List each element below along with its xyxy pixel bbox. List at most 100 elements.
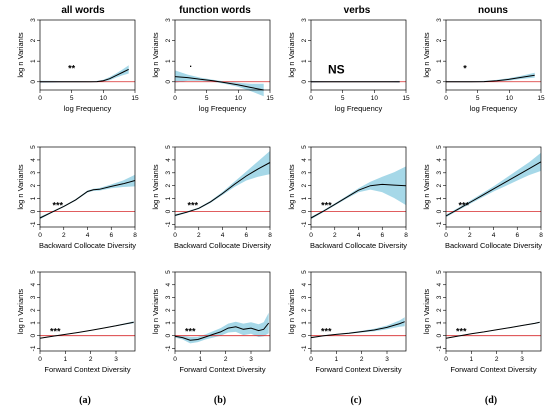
y-axis-label: log n Variants (287, 32, 296, 78)
y-tick-label: 5 (436, 270, 443, 274)
y-axis-label: log n Variants (287, 289, 296, 335)
y-tick-label: 1 (436, 59, 443, 63)
x-tick-label: 2 (360, 356, 364, 363)
y-tick-label: 5 (30, 145, 37, 149)
x-tick-label: 10 (371, 95, 379, 102)
x-tick-label: 8 (404, 232, 408, 239)
significance-marker: * (463, 63, 467, 73)
y-tick-label: 3 (165, 295, 172, 299)
y-axis-label: log n Variants (422, 32, 431, 78)
panel-letter-a: (a) (79, 395, 91, 406)
x-tick-label: 8 (268, 232, 272, 239)
y-tick-label: 1 (436, 196, 443, 200)
x-tick-label: 6 (515, 232, 519, 239)
x-tick-label: 15 (131, 95, 139, 102)
fitted-curve (445, 161, 542, 217)
x-tick-label: 3 (520, 356, 524, 363)
y-tick-label: 2 (301, 38, 308, 42)
y-tick-label: 2 (165, 308, 172, 312)
y-tick-label: 0 (165, 209, 172, 213)
x-axis-label: Forward Context Diversity (315, 365, 402, 374)
fitted-curve (310, 183, 407, 219)
y-tick-label: 3 (30, 295, 37, 299)
x-tick-label: 0 (444, 232, 448, 239)
y-tick-label: 2 (30, 308, 37, 312)
y-tick-label: 4 (301, 158, 308, 162)
plot-frame (174, 271, 271, 352)
x-tick-label: 0 (173, 232, 177, 239)
x-axis-label: log Frequency (470, 104, 518, 113)
fitted-curve (174, 162, 271, 216)
panel-freq-nouns: 0 5 10 15 0 1 2 3 log Frequency log n Variants * (422, 18, 545, 113)
confidence-band (446, 72, 535, 83)
significance-marker: NS (328, 62, 345, 76)
y-tick-label: 1 (301, 321, 308, 325)
x-axis-label: Forward Context Diversity (44, 365, 131, 374)
x-tick-label: 4 (357, 232, 361, 239)
fitted-curve (174, 322, 270, 341)
x-tick-label: 2 (197, 232, 201, 239)
y-tick-label: 2 (301, 308, 308, 312)
y-tick-label: 2 (165, 38, 172, 42)
y-axis-label: log n Variants (16, 289, 25, 335)
y-tick-label: -1 (30, 345, 37, 351)
confidence-band (40, 65, 129, 83)
y-tick-label: 5 (436, 145, 443, 149)
plot-frame (310, 19, 407, 91)
y-tick-label: 3 (436, 171, 443, 175)
y-axis-label: log n Variants (151, 32, 160, 78)
x-tick-label: 0 (309, 232, 313, 239)
y-tick-label: -1 (301, 345, 308, 351)
x-tick-label: 0 (173, 95, 177, 102)
x-axis-label: log Frequency (64, 104, 112, 113)
x-tick-label: 6 (109, 232, 113, 239)
y-tick-label: -1 (30, 221, 37, 227)
x-tick-label: 6 (244, 232, 248, 239)
significance-marker: ** (68, 63, 76, 73)
x-axis-label: Forward Context Diversity (179, 365, 266, 374)
fitted-curve (446, 74, 535, 83)
x-tick-label: 5 (70, 95, 74, 102)
x-tick-label: 0 (38, 95, 42, 102)
x-tick-label: 5 (205, 95, 209, 102)
x-tick-label: 3 (114, 356, 118, 363)
x-tick-label: 0 (38, 232, 42, 239)
x-tick-label: 4 (492, 232, 496, 239)
x-axis-label: log Frequency (335, 104, 383, 113)
fitted-curve (310, 321, 405, 339)
x-tick-label: 0 (38, 356, 42, 363)
y-tick-label: 1 (165, 59, 172, 63)
x-tick-label: 10 (506, 95, 514, 102)
x-tick-label: 1 (335, 356, 339, 363)
x-tick-label: 2 (224, 356, 228, 363)
y-tick-label: 3 (436, 18, 443, 22)
y-tick-label: 1 (30, 196, 37, 200)
y-tick-label: 4 (165, 158, 172, 162)
y-tick-label: 0 (301, 334, 308, 338)
x-tick-label: 0 (309, 95, 313, 102)
x-axis-label: Backward Collocate Diversity (310, 241, 407, 250)
y-tick-label: -1 (301, 221, 308, 227)
y-tick-label: 5 (301, 270, 308, 274)
y-axis-label: log n Variants (16, 32, 25, 78)
x-tick-label: 3 (249, 356, 253, 363)
x-tick-label: 4 (86, 232, 90, 239)
y-tick-label: 3 (436, 295, 443, 299)
x-axis-label: Forward Context Diversity (450, 365, 537, 374)
x-tick-label: 15 (537, 95, 545, 102)
y-tick-label: 0 (301, 209, 308, 213)
y-tick-label: 1 (436, 321, 443, 325)
y-tick-label: -1 (165, 221, 172, 227)
y-tick-label: 3 (301, 171, 308, 175)
plot-frame (310, 271, 407, 352)
x-tick-label: 0 (309, 356, 313, 363)
x-tick-label: 6 (380, 232, 384, 239)
x-tick-label: 0 (173, 356, 177, 363)
significance-marker: *** (321, 201, 332, 211)
fitted-curve (39, 180, 136, 219)
y-tick-label: 5 (165, 270, 172, 274)
x-tick-label: 0 (444, 356, 448, 363)
